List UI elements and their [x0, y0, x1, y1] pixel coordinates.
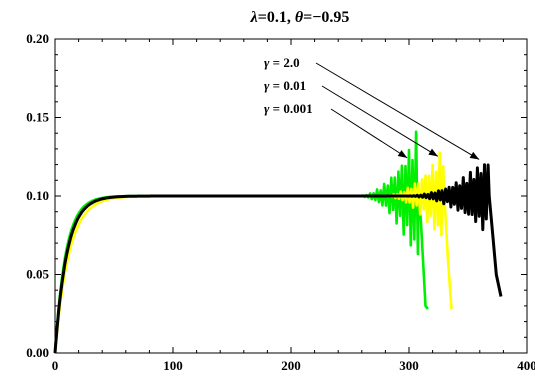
x-tick-label: 300 [399, 358, 419, 373]
x-tick-label: 200 [281, 358, 301, 373]
annotation-arrowhead [397, 150, 408, 158]
axis-ticks: 0 100 200 300 400 0.00 0.05 0.10 0.15 0.20 [26, 31, 535, 373]
y-tick-label: 0.05 [26, 267, 49, 282]
x-tick-label: 100 [163, 358, 183, 373]
annotation-arrow [330, 108, 408, 159]
annotation-arrow [315, 62, 480, 160]
annotation-arrowhead [469, 151, 480, 160]
annotation-label: γ = 0.01 [264, 78, 306, 93]
annotations: γ = 2.0 γ = 0.01 γ = 0.001 [264, 55, 480, 160]
x-tick-label: 0 [52, 358, 59, 373]
y-tick-label: 0.10 [26, 188, 49, 203]
annotation-label: γ = 0.001 [264, 101, 313, 116]
series-line-3 [53, 163, 503, 354]
series-layer [53, 130, 503, 354]
y-tick-label: 0.20 [26, 31, 49, 46]
annotation-arrowhead [428, 148, 438, 157]
annotation-arrow [321, 85, 439, 157]
x-tick-label: 400 [517, 358, 535, 373]
y-tick-label: 0.15 [26, 110, 49, 125]
y-tick-label: 0.00 [26, 345, 49, 360]
chart-title: λ=0.1, θ=−0.95 [250, 9, 350, 26]
annotation-label: γ = 2.0 [264, 55, 300, 70]
series-line-1 [53, 130, 429, 354]
